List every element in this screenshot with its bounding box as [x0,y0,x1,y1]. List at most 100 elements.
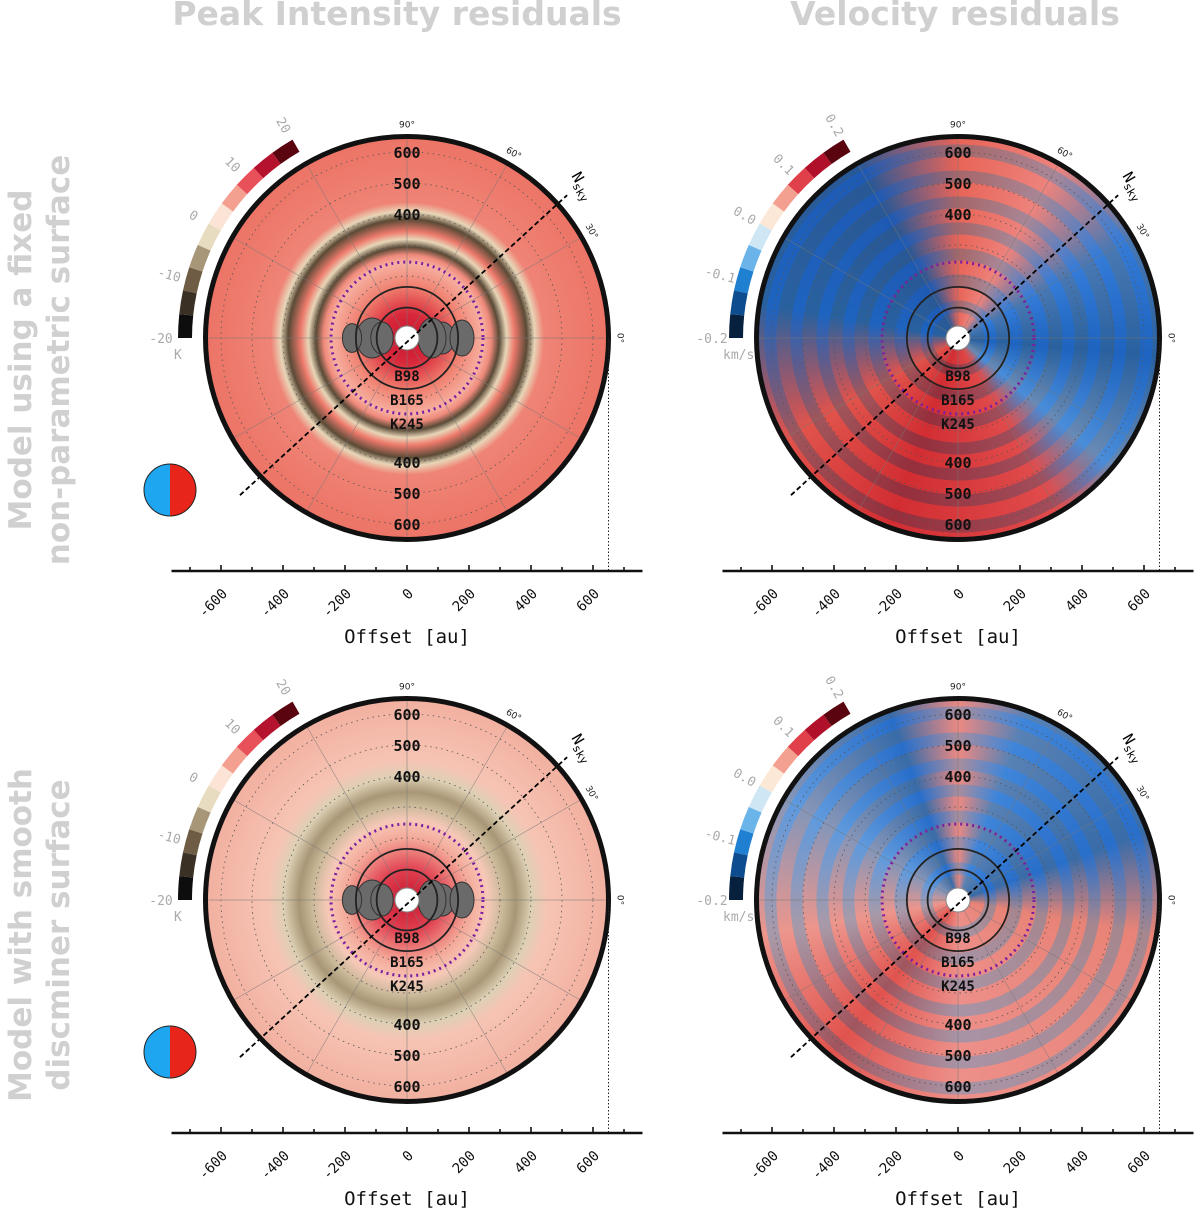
colorbar-unit: km/s [723,910,754,925]
radial-label: 500 [393,485,420,503]
grid-spoke [306,337,408,513]
colorbar-segment [253,152,281,179]
blue-half-icon [144,1026,170,1078]
angle-label: 90° [399,121,415,131]
north-label-sub: sky [1121,743,1142,767]
angle-label: 30° [1134,222,1151,241]
colorbar-tick-label: 0.1 [769,152,796,179]
column-title-velocity: Velocity residuals [790,0,1120,33]
radial-label: 600 [393,144,420,162]
gap-label: K245 [941,417,975,433]
colorbar-segment [804,152,832,179]
colorbar-tick-label: 20 [272,115,293,136]
colorbar-segment [189,806,211,834]
x-tick-label: -400 [809,1148,844,1183]
x-tick-label: -200 [871,586,906,621]
x-tick-label: 200 [450,586,479,615]
colorbar-tick-label: 10 [221,716,243,738]
colorbar-segment [772,746,799,774]
radial-label: 400 [393,206,420,224]
north-label-sub: sky [570,743,591,767]
grid-spoke [857,163,959,339]
colorbar-tick-label: -20 [149,332,172,347]
colorbar-segment [748,785,772,813]
colorbar-segment [221,746,248,774]
radial-label: 600 [944,516,971,534]
radial-label: 500 [944,1047,971,1065]
grid-spoke [957,799,1133,901]
radial-label: 400 [944,206,971,224]
colorbar-segment [208,203,234,231]
x-tick-label: 400 [512,1148,541,1177]
north-label-sub: sky [1121,181,1142,205]
x-tick-label: 400 [512,586,541,615]
x-tick-label: 400 [1063,1148,1092,1177]
grid-spoke [406,899,508,1075]
panel-0: Nsky 400 400 500 500 600 600 B98 B165 K245 90° 60° 3… [143,115,643,648]
angle-label: 30° [1134,784,1151,803]
x-tick-label: -400 [258,1148,293,1183]
kink-circle [329,260,485,416]
angle-label: 30° [583,784,600,803]
grid-spoke [957,237,1133,339]
gap-label: K245 [941,979,975,995]
panel-3: Nsky 400 400 500 500 600 600 B98 B165 K245 90° 60° 3… [696,674,1194,1210]
colorbar-segment [823,139,851,165]
x-tick-label: 400 [1063,586,1092,615]
colorbar-tick-label: -20 [149,894,172,909]
grid-spoke [306,163,408,339]
masked-region [417,879,447,921]
grid-spoke [957,899,1133,1001]
column-title-intensity: Peak Intensity residuals [172,0,622,33]
colorbar-segment [729,876,745,901]
colorbar-segment [734,829,754,856]
north-axis-line [790,194,1119,496]
masked-region [370,883,394,917]
gap-circle [926,306,990,370]
radial-label: 600 [944,144,971,162]
grid-spoke [783,337,959,439]
radial-label: 600 [944,1078,971,1096]
gap-circle [926,868,990,932]
masked-region [370,321,394,355]
x-tick-label: 600 [1125,1148,1154,1177]
colorbar-segment [208,765,234,793]
radial-label: 500 [944,485,971,503]
angle-label: 90° [399,683,415,693]
colorbar-segment [787,729,815,757]
x-tick-label: -600 [747,586,782,621]
angle-label: 90° [950,683,966,693]
colorbar-segment [787,167,815,195]
grid-spoke [957,337,1133,439]
masked-region [449,319,475,357]
gap-circle [905,285,1011,391]
grid-spoke [783,237,959,339]
angle-label: 60° [1055,146,1074,163]
colorbar-segment [197,785,221,813]
grid-spoke [406,337,508,513]
colorbar-segment [730,290,748,316]
grid-spoke [957,725,1059,901]
x-tick-label: -600 [747,1148,782,1183]
colorbar-segment [179,852,197,878]
angle-label: 30° [583,222,600,241]
colorbar-segment [178,314,194,339]
colorbar-tick-label: 0.0 [730,204,758,229]
colorbar-tick-label: 0.1 [769,714,796,741]
kink-circle [329,822,485,978]
grid-spoke [783,899,959,1001]
angle-label: 0° [615,895,625,905]
colorbar-tick-label: 0.0 [730,766,758,791]
x-tick-label: 0 [400,1148,417,1165]
x-tick-label: -200 [320,586,355,621]
radial-label: 400 [393,768,420,786]
angle-label: 60° [504,708,523,725]
grid-spoke [957,899,1059,1075]
gap-circle [354,847,460,953]
gap-label: B98 [394,369,419,385]
colorbar-segment [759,203,785,231]
radial-label: 600 [393,706,420,724]
red-half-icon [170,464,196,516]
x-axis-label: Offset [au] [344,626,470,648]
half-circle-outline [143,1025,197,1079]
